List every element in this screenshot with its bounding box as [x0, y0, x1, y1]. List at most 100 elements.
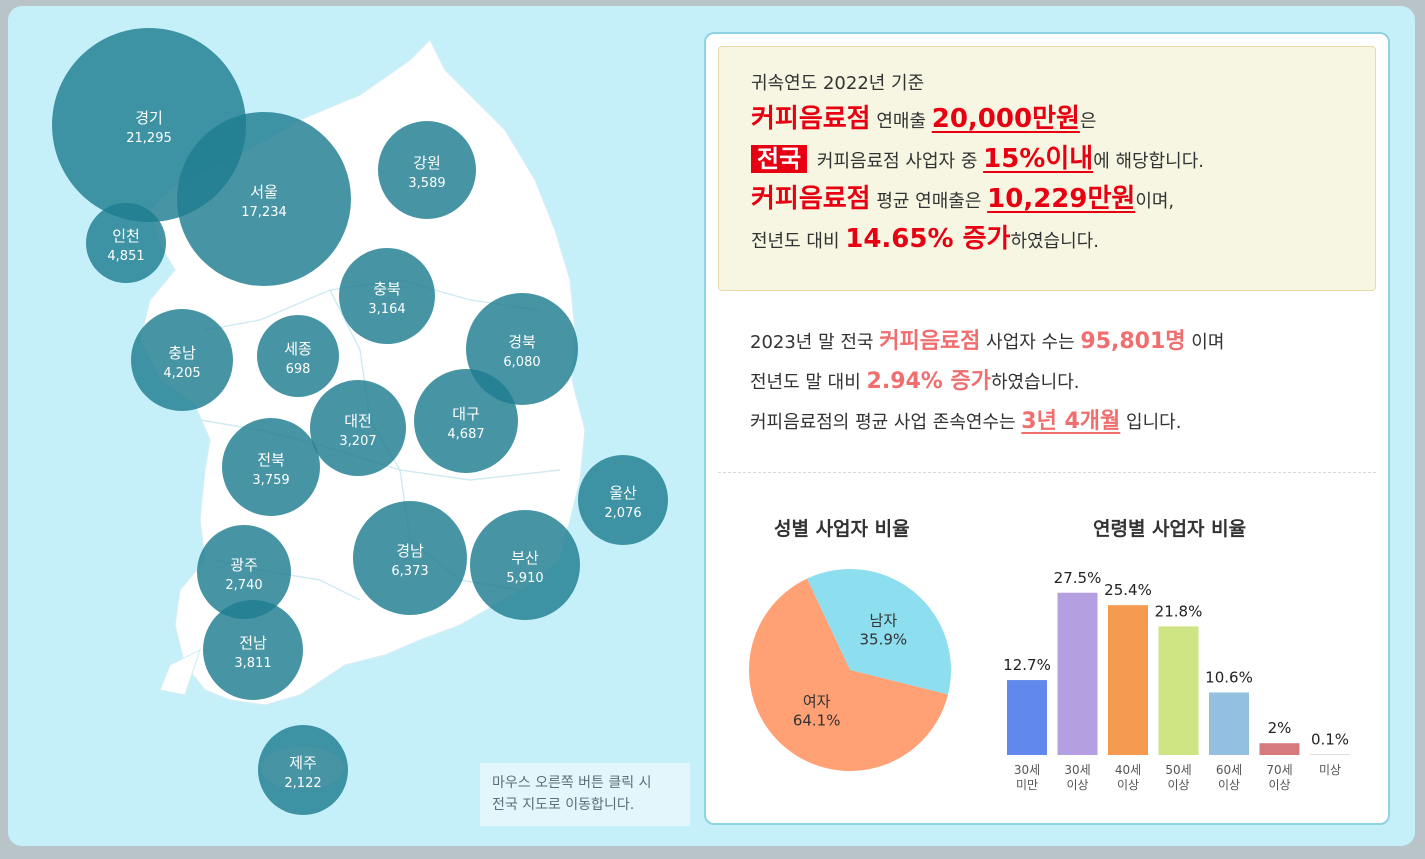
age-bar[interactable] [1057, 592, 1098, 755]
sales-summary: 귀속연도 2022년 기준 커피음료점 연매출 20,000만원은 전국 커피음… [718, 46, 1376, 291]
region-bubble[interactable]: 충북 3,164 [339, 248, 435, 344]
region-bubble[interactable]: 경북 6,080 [466, 293, 578, 405]
region-value: 3,589 [408, 176, 445, 191]
age-bar[interactable] [1108, 605, 1148, 755]
region-value: 3,759 [252, 473, 289, 488]
region-bubble-circle[interactable] [310, 380, 406, 476]
pie-slice-value: 64.1% [793, 712, 841, 730]
korea-map[interactable]: 경기 21,295 서울 17,234 인천 4,851 강원 3,589 충북 3,164 충남 4… [0, 0, 700, 859]
region-name: 경북 [508, 333, 536, 351]
region-value: 4,687 [447, 427, 484, 442]
age-bar[interactable] [1310, 754, 1350, 755]
age-bar[interactable] [1158, 626, 1199, 755]
region-bubble-circle[interactable] [203, 600, 303, 700]
region-bubble-circle[interactable] [353, 501, 467, 615]
region-name: 대구 [452, 405, 480, 423]
region-bubble[interactable]: 대구 4,687 [414, 369, 518, 473]
age-bar[interactable] [1209, 692, 1249, 755]
business-duration: 3년 4개월 [1021, 409, 1121, 434]
pie-slice-label: 남자 [870, 611, 898, 629]
bar-value-label: 0.1% [1311, 730, 1349, 748]
region-name: 전남 [239, 634, 267, 652]
region-value: 698 [286, 362, 311, 377]
region-bubble[interactable]: 세종 698 [257, 315, 339, 397]
region-badge: 전국 [751, 145, 808, 173]
region-bubble-circle[interactable] [131, 309, 233, 411]
region-name: 경기 [135, 109, 163, 127]
business-stats: 2023년 말 전국 커피음료점 사업자 수는 95,801명 이며 전년도 말… [750, 322, 1370, 442]
stats-line-growth: 전년도 말 대비 2.94% 증가하였습니다. [750, 362, 1370, 402]
stats-growth-suffix: 하였습니다. [991, 372, 1080, 393]
region-value: 5,910 [506, 571, 543, 586]
region-name: 부산 [511, 549, 539, 567]
bar-category-label: 미상 [1319, 763, 1341, 777]
rank-mid: 커피음료점 사업자 중 [811, 151, 984, 172]
region-name: 광주 [230, 556, 258, 574]
bar-category-label: 이상 [1218, 778, 1240, 792]
region-name: 울산 [609, 484, 637, 502]
region-bubble-circle[interactable] [257, 315, 339, 397]
gender-chart-title: 성별 사업자 비율 [774, 518, 910, 540]
stats-growth-prefix: 전년도 말 대비 [750, 372, 867, 393]
region-bubble-circle[interactable] [177, 112, 351, 286]
summary-line-rank: 전국 커피음료점 사업자 중 15%이내에 해당합니다. [751, 139, 1343, 179]
bar-category-label: 30세 [1014, 763, 1040, 777]
summary-line-sales: 커피음료점 연매출 20,000만원은 [751, 99, 1343, 139]
bar-value-label: 2% [1268, 719, 1292, 737]
region-bubble[interactable]: 강원 3,589 [378, 121, 476, 219]
region-bubble[interactable]: 대전 3,207 [310, 380, 406, 476]
region-value: 4,851 [107, 249, 144, 264]
region-bubble-circle[interactable] [414, 369, 518, 473]
region-bubble-circle[interactable] [222, 418, 320, 516]
region-value: 2,122 [284, 776, 321, 791]
map-hint-line2: 전국 지도로 이동합니다. [492, 797, 635, 813]
bar-value-label: 12.7% [1003, 656, 1051, 674]
bar-category-label: 50세 [1165, 763, 1191, 777]
region-bubble-circle[interactable] [197, 525, 291, 619]
bar-category-label: 이상 [1268, 778, 1290, 792]
map-hint-line1: 마우스 오른쪽 버튼 클릭 시 [492, 775, 652, 791]
stats-count-suffix: 이며 [1185, 332, 1225, 353]
bar-value-label: 10.6% [1205, 668, 1253, 686]
bar-category-label: 70세 [1266, 763, 1292, 777]
region-name: 제주 [289, 754, 317, 772]
region-name: 대전 [344, 412, 372, 430]
bar-category-label: 이상 [1117, 778, 1139, 792]
region-bubble[interactable]: 부산 5,910 [470, 510, 580, 620]
region-bubbles[interactable]: 경기 21,295 서울 17,234 인천 4,851 강원 3,589 충북 3,164 충남 4… [52, 28, 668, 815]
region-bubble[interactable]: 전북 3,759 [222, 418, 320, 516]
region-name: 전북 [257, 451, 285, 469]
industry-name: 커피음료점 [751, 104, 871, 134]
region-bubble[interactable]: 광주 2,740 [197, 525, 291, 619]
region-bubble-circle[interactable] [470, 510, 580, 620]
region-bubble[interactable]: 울산 2,076 [578, 455, 668, 545]
age-bar[interactable] [1259, 743, 1300, 755]
region-name: 충북 [373, 280, 401, 298]
region-bubble-circle[interactable] [578, 455, 668, 545]
region-name: 세종 [284, 340, 312, 358]
region-name: 충남 [168, 344, 196, 362]
pie-slice[interactable] [806, 569, 951, 695]
region-bubble-circle[interactable] [466, 293, 578, 405]
pie-slice[interactable] [749, 578, 948, 771]
stats-duration-prefix: 커피음료점의 평균 사업 존속연수는 [750, 412, 1022, 433]
avg-label: 평균 연매출은 [870, 191, 988, 212]
region-value: 21,295 [126, 131, 172, 146]
age-bar[interactable] [1007, 680, 1047, 755]
bar-value-label: 25.4% [1104, 581, 1152, 599]
region-bubble[interactable]: 경남 6,373 [353, 501, 467, 615]
region-bubble-circle[interactable] [258, 725, 348, 815]
region-bubble[interactable]: 전남 3,811 [203, 600, 303, 700]
region-bubble-circle[interactable] [86, 203, 166, 283]
region-value: 6,373 [391, 564, 428, 579]
region-bubble[interactable]: 충남 4,205 [131, 309, 233, 411]
region-bubble-circle[interactable] [378, 121, 476, 219]
region-bubble-circle[interactable] [339, 248, 435, 344]
pie-slice-value: 35.9% [860, 630, 908, 648]
sales-suffix: 은 [1079, 111, 1097, 132]
region-bubble[interactable]: 서울 17,234 [177, 112, 351, 286]
region-bubble[interactable]: 인천 4,851 [86, 203, 166, 283]
region-bubble[interactable]: 제주 2,122 [258, 725, 348, 815]
